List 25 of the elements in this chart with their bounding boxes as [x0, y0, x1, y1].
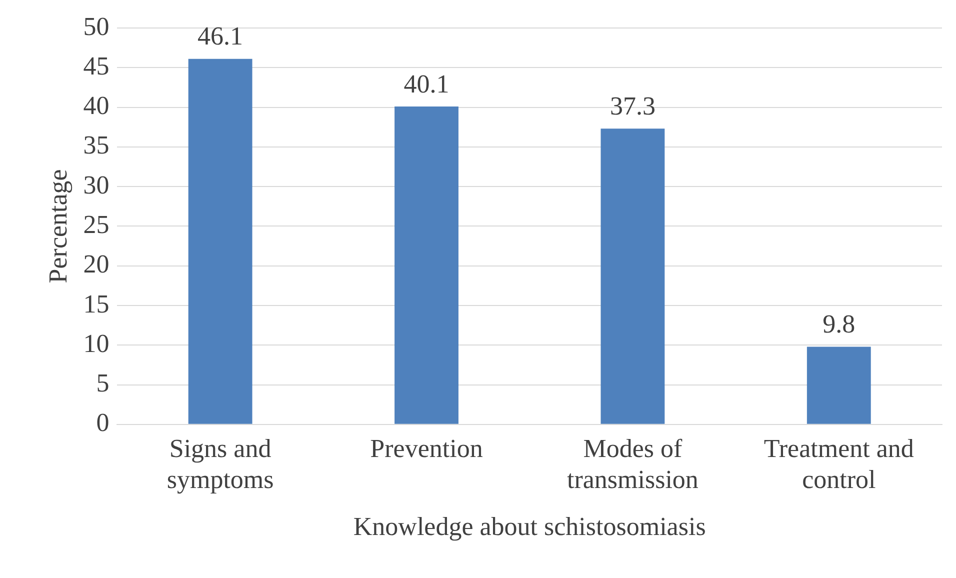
bar [188, 58, 252, 424]
y-tick-label: 15 [83, 289, 110, 318]
x-tick-label: Treatment and control [764, 434, 914, 494]
data-label: 37.3 [610, 92, 656, 121]
bar [394, 106, 458, 424]
x-tick-label: Prevention [370, 434, 483, 463]
y-tick-label: 40 [83, 91, 110, 120]
x-tick-label: Signs and symptoms [166, 434, 274, 494]
y-tick-label: 0 [96, 408, 110, 438]
bar [806, 346, 871, 424]
y-tick-label: 5 [96, 368, 110, 398]
y-axis-title: Percentage [43, 169, 72, 284]
x-tick-label: Modes of transmission [566, 434, 698, 494]
y-tick-label: 50 [83, 12, 110, 41]
y-tick-label: 35 [83, 130, 110, 160]
data-label: 9.8 [822, 310, 856, 339]
data-label: 40.1 [404, 69, 450, 98]
y-tick-label: 20 [83, 250, 110, 279]
y-tick-label: 25 [83, 210, 110, 240]
y-tick-label: 45 [83, 51, 110, 80]
y-tick-label: 10 [83, 328, 110, 358]
bar [600, 128, 665, 424]
y-tick-label: 30 [83, 170, 110, 200]
x-axis-title: Knowledge about schistosomiasis [353, 512, 706, 542]
data-label: 46.1 [198, 22, 244, 51]
